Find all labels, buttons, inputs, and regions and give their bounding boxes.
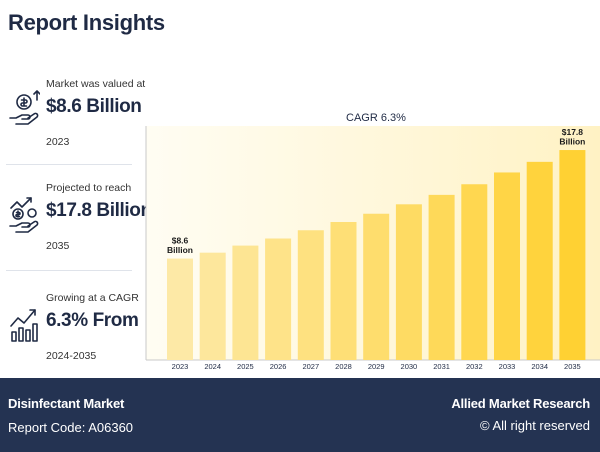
x-tick-label: 2025 bbox=[237, 362, 254, 371]
stat-label: Growing at a CAGR bbox=[46, 292, 139, 304]
bar-2023 bbox=[167, 258, 193, 360]
bar-2028 bbox=[330, 222, 357, 360]
bar-2025 bbox=[232, 245, 259, 360]
x-tick-label: 2033 bbox=[499, 362, 516, 371]
bar-2031 bbox=[428, 194, 455, 360]
bar-2032 bbox=[461, 184, 488, 360]
x-tick-label: 2027 bbox=[302, 362, 319, 371]
bar-2024 bbox=[199, 252, 226, 360]
x-tick-label: 2034 bbox=[531, 362, 548, 371]
bar-2034 bbox=[526, 161, 553, 360]
chart-svg: CAGR 6.3% 2023 2024 2025 2026 2027 2028 2029 20… bbox=[145, 112, 600, 371]
footer: Disinfectant Market Report Code: A06360 … bbox=[0, 378, 600, 452]
x-tick-label: 2031 bbox=[433, 362, 450, 371]
stat-value: $8.6 Billion bbox=[46, 96, 142, 117]
stat-market-value: Market was valued at $8.6 Billion 2023 bbox=[6, 76, 145, 176]
stat-value: $17.8 Billion bbox=[46, 200, 152, 221]
footer-market-name: Disinfectant Market bbox=[8, 396, 125, 411]
growth-hand-icon bbox=[9, 197, 39, 233]
growth-chart-icon bbox=[10, 309, 38, 342]
stat-year: 2035 bbox=[46, 240, 70, 252]
stat-year: 2024-2035 bbox=[46, 350, 97, 362]
x-tick-label: 2032 bbox=[466, 362, 483, 371]
divider bbox=[6, 164, 132, 165]
data-label: $17.8 bbox=[562, 127, 584, 137]
stat-label: Market was valued at bbox=[46, 78, 146, 90]
page-title: Report Insights bbox=[8, 10, 165, 35]
data-label: $8.6 bbox=[172, 236, 189, 246]
footer-report-code: Report Code: A06360 bbox=[8, 420, 134, 435]
stat-projected-value: Projected to reach $17.8 Billion 2035 bbox=[6, 180, 152, 280]
footer-brand: Allied Market Research bbox=[451, 396, 590, 411]
x-tick-label: 2030 bbox=[401, 362, 418, 371]
divider bbox=[6, 270, 132, 271]
x-tick-label: 2026 bbox=[270, 362, 287, 371]
stat-year: 2023 bbox=[46, 136, 70, 148]
x-tick-label: 2028 bbox=[335, 362, 352, 371]
bar-chart: CAGR 6.3% 2023 2024 2025 2026 2027 2028 2029 20… bbox=[140, 100, 600, 378]
x-tick-label: 2029 bbox=[368, 362, 385, 371]
data-label: Billion bbox=[559, 137, 585, 147]
bar-2030 bbox=[395, 204, 422, 360]
x-tick-label: 2035 bbox=[564, 362, 581, 371]
footer-rights: © All right reserved bbox=[479, 418, 590, 433]
bar-2026 bbox=[265, 238, 292, 360]
data-label: Billion bbox=[167, 245, 193, 255]
x-tick-label: 2023 bbox=[172, 362, 189, 371]
chart-title: CAGR 6.3% bbox=[346, 112, 406, 124]
bar-2033 bbox=[494, 172, 520, 360]
money-hand-icon bbox=[9, 90, 40, 125]
stat-value: 6.3% From bbox=[46, 310, 139, 331]
stat-cagr: Growing at a CAGR 6.3% From 2024-2035 bbox=[6, 290, 139, 390]
bar-2029 bbox=[363, 213, 390, 360]
bar-2035 bbox=[559, 150, 586, 360]
stat-label: Projected to reach bbox=[46, 182, 132, 194]
x-tick-label: 2024 bbox=[204, 362, 221, 371]
bar-2027 bbox=[297, 230, 324, 360]
